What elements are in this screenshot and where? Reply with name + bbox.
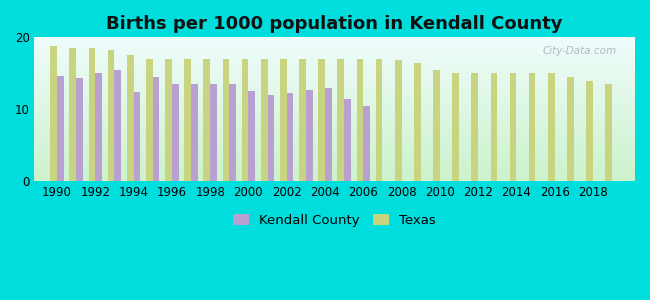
Bar (261, 59, 268, 182)
Bar (325, 88, 332, 182)
Bar (191, 84, 198, 182)
Bar (76, 78, 83, 182)
Bar (108, 50, 114, 181)
Bar (287, 93, 293, 182)
Bar (133, 92, 140, 182)
Bar (88, 48, 96, 181)
Bar (280, 59, 287, 182)
Bar (210, 84, 217, 182)
Bar (491, 74, 497, 182)
Bar (510, 74, 516, 182)
Bar (203, 59, 210, 182)
Bar (586, 81, 593, 182)
Bar (96, 73, 102, 182)
Bar (344, 99, 351, 182)
Bar (433, 70, 440, 182)
Text: City-Data.com: City-Data.com (543, 46, 617, 56)
Bar (395, 60, 402, 182)
Bar (452, 74, 459, 182)
Bar (567, 77, 574, 182)
Bar (70, 48, 76, 181)
Bar (185, 59, 191, 182)
Bar (548, 74, 554, 182)
Bar (529, 74, 536, 182)
Bar (165, 59, 172, 182)
Bar (268, 95, 274, 182)
Bar (50, 46, 57, 182)
Bar (363, 106, 370, 182)
Bar (248, 92, 255, 182)
Bar (414, 63, 421, 182)
Bar (57, 76, 64, 182)
Bar (229, 84, 236, 182)
Bar (153, 77, 159, 182)
Legend: Kendall County, Texas: Kendall County, Texas (233, 214, 436, 227)
Bar (605, 84, 612, 182)
Bar (114, 70, 121, 182)
Bar (376, 59, 382, 182)
Bar (242, 59, 248, 182)
Bar (172, 84, 179, 182)
Bar (471, 74, 478, 182)
Bar (337, 59, 344, 182)
Bar (306, 90, 313, 182)
Title: Births per 1000 population in Kendall County: Births per 1000 population in Kendall Co… (106, 15, 563, 33)
Bar (222, 59, 229, 182)
Bar (127, 55, 133, 182)
Bar (299, 59, 305, 182)
Bar (146, 59, 153, 182)
Bar (318, 59, 325, 182)
Bar (357, 59, 363, 182)
